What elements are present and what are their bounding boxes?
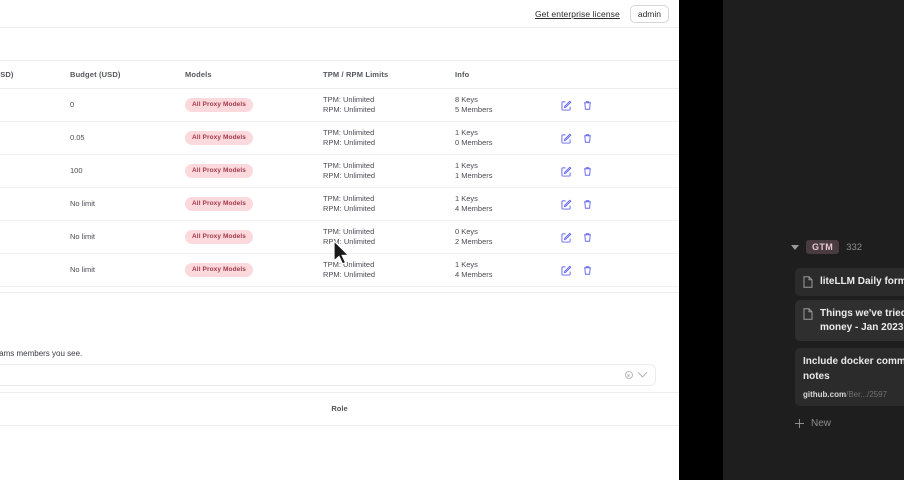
edit-icon[interactable] bbox=[561, 199, 572, 210]
models-badge: All Proxy Models bbox=[185, 262, 253, 278]
cell-actions bbox=[553, 133, 645, 144]
cell-limits: TPM: Unlimited RPM: Unlimited bbox=[323, 94, 376, 114]
note-link-path: /Ber.../2597 bbox=[846, 390, 888, 399]
cell-actions bbox=[553, 232, 645, 243]
black-gutter bbox=[679, 0, 723, 480]
note-title-2: Include docker comma notes bbox=[803, 356, 904, 382]
table-row[interactable]: 25No limit All Proxy Models TPM: Unlimited… bbox=[0, 188, 679, 221]
cell-limits: TPM: Unlimited RPM: Unlimited bbox=[323, 226, 376, 246]
delete-icon[interactable] bbox=[582, 100, 593, 111]
team-filter-select[interactable] bbox=[0, 364, 656, 386]
table-row[interactable]: No limit All Proxy Models TPM: Unlimited RP… bbox=[0, 221, 679, 254]
table-top-divider bbox=[0, 60, 679, 61]
models-badge: All Proxy Models bbox=[185, 130, 253, 146]
note-link-2[interactable]: github.com/Ber.../2597 bbox=[803, 390, 904, 399]
cell-models: All Proxy Models bbox=[185, 97, 323, 113]
models-badge: All Proxy Models bbox=[185, 97, 253, 113]
col-header-info: Info bbox=[455, 69, 470, 79]
table-row[interactable]: No limit All Proxy Models TPM: Unlimited RP… bbox=[0, 254, 679, 287]
cell-models: All Proxy Models bbox=[185, 163, 323, 179]
cell-limits: TPM: Unlimited RPM: Unlimited bbox=[323, 259, 376, 279]
cell-models: All Proxy Models bbox=[185, 262, 323, 278]
cell-info: 1 Keys 1 Members bbox=[455, 160, 493, 180]
member-permissions-blurb: ntrols which teams members you see. bbox=[0, 349, 83, 358]
table-bottom-divider bbox=[0, 292, 679, 293]
cell-spend: 9 bbox=[0, 166, 70, 176]
cell-spend: 25 bbox=[0, 199, 70, 209]
plus-icon bbox=[795, 419, 804, 428]
document-icon bbox=[803, 308, 813, 320]
cell-info: 1 Keys 4 Members bbox=[455, 193, 493, 213]
cell-budget: 0 bbox=[70, 99, 75, 109]
cell-actions bbox=[553, 166, 645, 177]
cell-actions bbox=[553, 100, 645, 111]
cell-actions bbox=[553, 199, 645, 210]
cell-budget: 100 bbox=[70, 165, 83, 175]
delete-icon[interactable] bbox=[582, 166, 593, 177]
admin-user-button[interactable]: admin bbox=[629, 4, 669, 24]
cell-limits: TPM: Unlimited RPM: Unlimited bbox=[323, 160, 376, 180]
notes-group-header[interactable]: GTM 332 bbox=[791, 240, 862, 254]
new-note-button[interactable]: New bbox=[795, 418, 831, 429]
edit-icon[interactable] bbox=[561, 100, 572, 111]
members-table-header-divider bbox=[0, 425, 679, 426]
document-icon bbox=[803, 276, 813, 288]
models-badge: All Proxy Models bbox=[185, 229, 253, 245]
cell-info: 1 Keys 4 Members bbox=[455, 259, 493, 279]
cell-models: All Proxy Models bbox=[185, 196, 323, 212]
cell-budget: No limit bbox=[70, 231, 96, 241]
get-enterprise-license-link[interactable]: Get enterprise license bbox=[534, 9, 620, 19]
cell-models: All Proxy Models bbox=[185, 130, 323, 146]
group-badge-gtm[interactable]: GTM bbox=[806, 240, 840, 254]
edit-icon[interactable] bbox=[561, 265, 572, 276]
cell-info: 8 Keys 5 Members bbox=[455, 94, 493, 114]
cell-models: All Proxy Models bbox=[185, 229, 323, 245]
caret-down-icon[interactable] bbox=[791, 244, 799, 250]
edit-icon[interactable] bbox=[561, 133, 572, 144]
note-link-domain: github.com bbox=[803, 390, 847, 399]
teams-table: (USD) Budget (USD) Models TPM / RPM Limi… bbox=[0, 62, 679, 287]
models-badge: All Proxy Models bbox=[185, 163, 253, 179]
note-title-0: liteLLM Daily forma bbox=[820, 276, 904, 287]
cell-info: 1 Keys 0 Members bbox=[455, 127, 493, 147]
edit-icon[interactable] bbox=[561, 166, 572, 177]
top-bar: Get enterprise license admin bbox=[0, 0, 679, 28]
clear-icon[interactable] bbox=[625, 371, 633, 379]
new-note-label: New bbox=[811, 418, 832, 429]
teams-table-header: (USD) Budget (USD) Models TPM / RPM Limi… bbox=[0, 62, 679, 89]
cell-info: 0 Keys 2 Members bbox=[455, 226, 493, 246]
members-table-top-divider bbox=[0, 392, 679, 393]
cell-limits: TPM: Unlimited RPM: Unlimited bbox=[323, 193, 376, 213]
cell-spend: 47 bbox=[0, 100, 70, 110]
note-card-0[interactable]: liteLLM Daily forma bbox=[795, 268, 904, 296]
edit-icon[interactable] bbox=[561, 232, 572, 243]
col-header-spend: (USD) bbox=[0, 69, 14, 79]
cell-budget: 0.05 bbox=[70, 132, 85, 142]
cell-actions bbox=[553, 265, 645, 276]
cell-limits: TPM: Unlimited RPM: Unlimited bbox=[323, 127, 376, 147]
delete-icon[interactable] bbox=[582, 199, 593, 210]
delete-icon[interactable] bbox=[582, 232, 593, 243]
col-header-limits: TPM / RPM Limits bbox=[323, 69, 389, 79]
note-title-1: Things we've tried money - Jan 2023 bbox=[820, 308, 904, 333]
topbar-divider bbox=[0, 27, 679, 28]
col-header-role: Role bbox=[331, 404, 348, 413]
cell-budget: No limit bbox=[70, 198, 96, 208]
litellm-admin-page: Get enterprise license admin (USD) Budge… bbox=[0, 0, 679, 480]
cell-budget: No limit bbox=[70, 264, 96, 274]
notes-panel: GTM 332 liteLLM Daily forma Things we've… bbox=[723, 0, 904, 480]
note-card-2[interactable]: Include docker comma notes github.com/Be… bbox=[795, 348, 904, 406]
note-card-1[interactable]: Things we've tried money - Jan 2023 bbox=[795, 300, 904, 341]
table-row[interactable]: 0.05 All Proxy Models TPM: Unlimited RPM: U… bbox=[0, 122, 679, 155]
group-count: 332 bbox=[846, 241, 863, 253]
col-header-budget: Budget (USD) bbox=[70, 69, 121, 79]
col-header-models: Models bbox=[185, 69, 212, 79]
chevron-down-icon[interactable] bbox=[637, 367, 648, 378]
delete-icon[interactable] bbox=[582, 133, 593, 144]
delete-icon[interactable] bbox=[582, 265, 593, 276]
models-badge: All Proxy Models bbox=[185, 196, 253, 212]
